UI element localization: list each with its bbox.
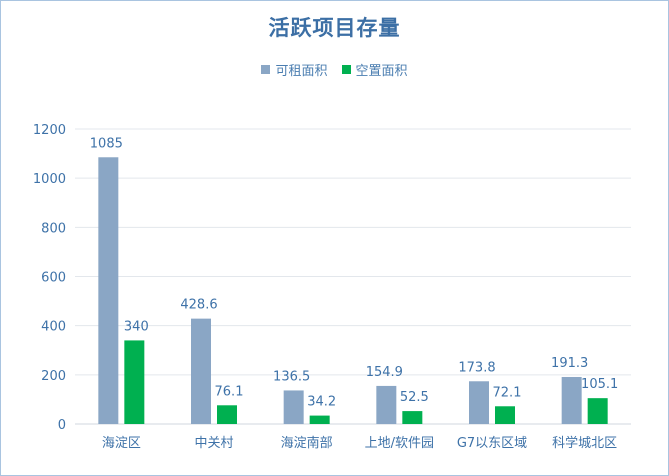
bar-rentable bbox=[469, 381, 489, 424]
bar-rentable bbox=[376, 385, 397, 424]
x-category-label: 海淀南部 bbox=[281, 435, 333, 451]
y-tick-label: 800 bbox=[41, 221, 66, 236]
y-tick-label: 200 bbox=[41, 369, 66, 384]
bar-rentable bbox=[561, 376, 582, 424]
legend-swatch-series-0 bbox=[261, 65, 271, 74]
x-category-label: 上地/软件园 bbox=[365, 436, 434, 451]
legend-item-series-0: 可租面积 bbox=[261, 60, 328, 79]
data-label: 340 bbox=[124, 319, 149, 334]
data-label: 76.1 bbox=[215, 384, 244, 399]
data-label: 191.3 bbox=[551, 356, 588, 371]
x-category-label: 中关村 bbox=[194, 436, 233, 451]
legend-item-series-1: 空置面积 bbox=[341, 60, 408, 79]
data-label: 154.9 bbox=[366, 365, 403, 380]
data-label: 72.1 bbox=[493, 385, 522, 400]
data-label: 34.2 bbox=[307, 395, 336, 410]
legend-label-series-0: 可租面积 bbox=[275, 64, 328, 79]
x-category-label: G7以东区域 bbox=[457, 436, 527, 451]
bar-vacant bbox=[217, 405, 237, 424]
chart-legend: 可租面积 空置面积 bbox=[0, 60, 669, 79]
bar-vacant bbox=[587, 398, 608, 424]
bar-vacant bbox=[309, 415, 330, 424]
data-label: 1085 bbox=[90, 136, 123, 151]
bar-rentable bbox=[283, 390, 304, 424]
data-label: 173.8 bbox=[458, 360, 495, 375]
bar-rentable bbox=[191, 318, 211, 424]
y-tick-label: 600 bbox=[41, 271, 66, 286]
x-category-label: 海淀区 bbox=[102, 436, 141, 451]
y-tick-label: 1200 bbox=[33, 123, 66, 138]
bar-vacant bbox=[402, 411, 423, 424]
legend-swatch-series-1 bbox=[341, 65, 351, 74]
chart-title: 活跃项目存量 bbox=[268, 16, 401, 40]
bar-rentable bbox=[98, 157, 119, 425]
y-tick-label: 400 bbox=[41, 320, 66, 335]
data-label: 52.5 bbox=[400, 390, 429, 405]
y-tick-label: 1000 bbox=[33, 172, 66, 187]
bar-vacant bbox=[124, 340, 145, 424]
data-label: 136.5 bbox=[273, 369, 310, 384]
data-label: 428.6 bbox=[180, 298, 217, 313]
legend-label-series-1: 空置面积 bbox=[355, 64, 408, 79]
y-tick-label: 0 bbox=[58, 418, 66, 433]
bar-vacant bbox=[495, 406, 515, 424]
x-category-label: 科学城北区 bbox=[552, 435, 617, 451]
data-label: 105.1 bbox=[581, 377, 618, 392]
